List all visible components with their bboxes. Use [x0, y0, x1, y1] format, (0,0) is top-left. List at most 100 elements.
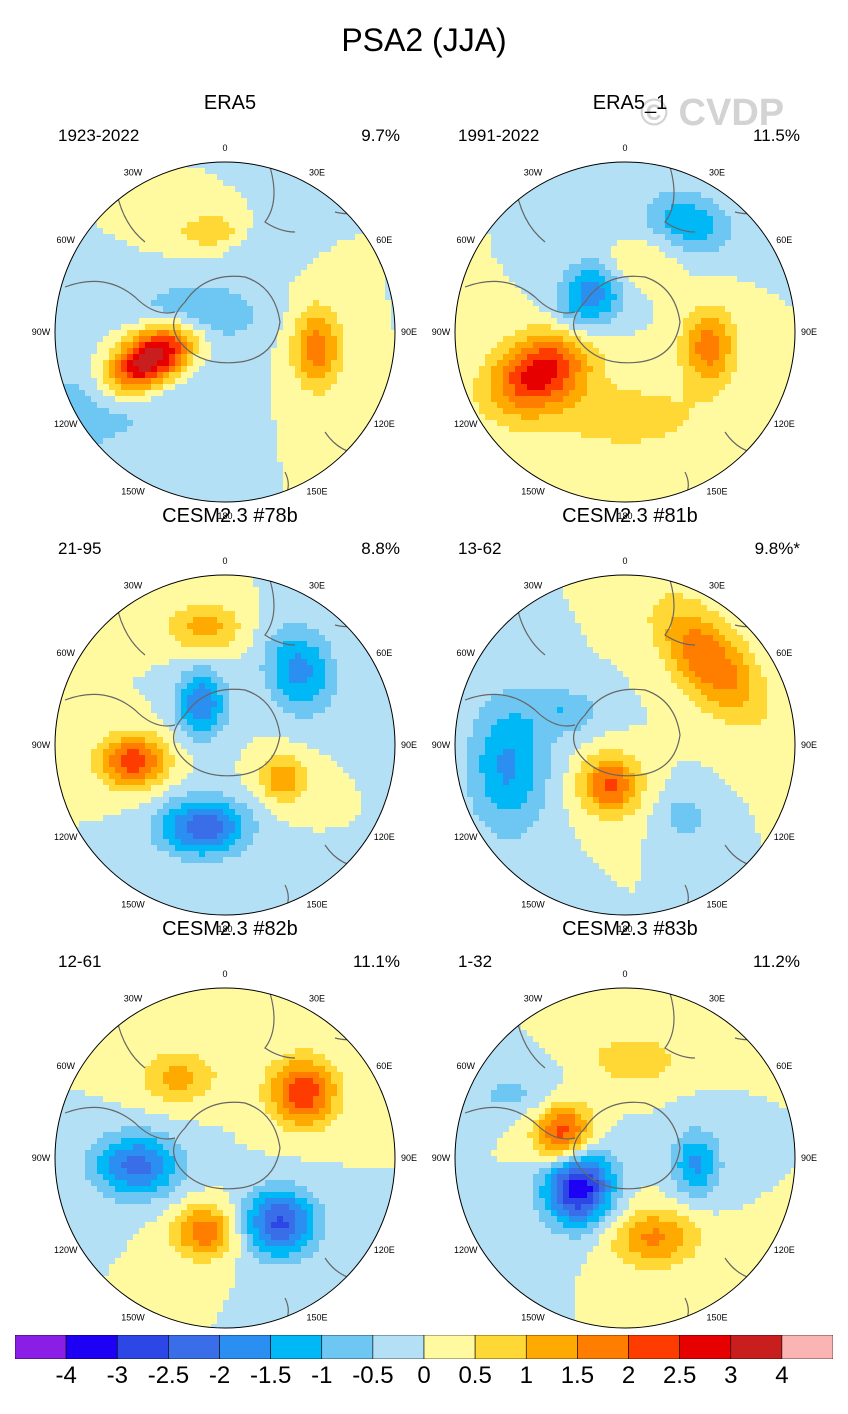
longitude-label: 150E: [706, 486, 727, 496]
colorbar-swatch: [321, 1335, 374, 1359]
colorbar-tick-label: 2: [621, 1362, 636, 1389]
contour-field: [55, 162, 395, 502]
coastline: [664, 166, 696, 233]
longitude-label: 180: [217, 511, 232, 521]
longitude-label: 90W: [432, 1153, 451, 1163]
colorbar-tick-label: 4: [775, 1362, 789, 1389]
longitude-label: 120W: [54, 419, 78, 429]
longitude-label: 120E: [374, 419, 395, 429]
coastline: [64, 693, 176, 727]
panel-variance-percent: 11.1%: [353, 952, 400, 971]
longitude-label: 30E: [309, 994, 325, 1004]
longitude-label: 90W: [32, 327, 51, 337]
longitude-label: 90W: [432, 327, 451, 337]
colorbar-tick-label: 3: [724, 1362, 738, 1389]
colorbar-tick-label: 1.5: [560, 1362, 595, 1389]
longitude-label: 0: [622, 556, 627, 566]
antarctica-coastline: [173, 688, 281, 777]
contour-field: [455, 988, 795, 1328]
colorbar-swatch: [65, 1335, 118, 1359]
antarctica-coastline: [573, 1101, 681, 1190]
map-panel: 0 30E 60E 90E 120E 150E 180 150W 120W 90W 60W 30W CE…: [420, 918, 840, 1347]
colorbar-swatch: [423, 1335, 476, 1359]
longitude-label: 60E: [376, 648, 392, 658]
colorbar-tick-label: -2.5: [147, 1362, 190, 1389]
map-panel: 0 30E 60E 90E 120E 150E 180 150W 120W 90W 60W 30W ER…: [420, 92, 840, 521]
longitude-label: 60E: [376, 235, 392, 245]
panel-title: CESM2.3 #83b: [562, 918, 698, 940]
longitude-label: 0: [622, 969, 627, 979]
longitude-label: 60E: [776, 1061, 792, 1071]
longitude-label: 150W: [521, 1312, 545, 1322]
longitude-label: 0: [222, 143, 227, 153]
longitude-label: 60W: [456, 235, 475, 245]
longitude-label: 60W: [56, 1061, 75, 1071]
longitude-label: 30E: [309, 168, 325, 178]
panel-title: CESM2.3 #82b: [162, 918, 298, 940]
colorbar-swatch: [781, 1335, 833, 1359]
longitude-label: 150E: [306, 899, 327, 909]
colorbar-tick-label: -1: [311, 1362, 333, 1389]
longitude-label: 120E: [774, 1245, 795, 1255]
panel-variance-percent: 11.5%: [753, 126, 800, 145]
longitude-label: 30E: [709, 581, 725, 591]
panel-period: 1923-2022: [58, 126, 140, 145]
colorbar-swatch: [628, 1335, 680, 1359]
colorbar-swatch: [270, 1335, 323, 1359]
contour-field: [55, 988, 395, 1328]
antarctica-coastline: [573, 275, 681, 364]
colorbar-tick-label: 1: [519, 1362, 533, 1389]
colorbar-tick-label: -2: [208, 1362, 231, 1389]
antarctica-coastline: [173, 1101, 281, 1190]
longitude-label: 150E: [306, 486, 327, 496]
panel-variance-percent: 9.7%: [361, 126, 400, 145]
longitude-label: 60W: [456, 648, 475, 658]
longitude-label: 30W: [124, 581, 143, 591]
longitude-label: 150W: [521, 899, 545, 909]
coastline: [464, 1106, 576, 1140]
colorbar-swatch: [730, 1335, 783, 1359]
colorbar-tick-label: -0.5: [352, 1362, 394, 1389]
longitude-label: 90E: [801, 327, 817, 337]
panel-period: 1991-2022: [458, 126, 540, 145]
panel-period: 13-62: [458, 539, 502, 558]
longitude-label: 30E: [709, 994, 725, 1004]
panel-variance-percent: 11.2%: [753, 952, 800, 971]
panel-title: CESM2.3 #81b: [562, 505, 698, 527]
longitude-label: 90W: [432, 740, 451, 750]
coastline: [664, 992, 696, 1059]
colorbar-swatch: [679, 1335, 732, 1359]
coastline: [664, 579, 696, 646]
longitude-label: 60W: [456, 1061, 475, 1071]
panel-period: 12-61: [58, 952, 102, 971]
colorbar-tick-label: -1.5: [249, 1362, 292, 1389]
longitude-label: 30E: [709, 168, 725, 178]
longitude-label: 150E: [706, 1312, 727, 1322]
longitude-label: 90E: [801, 1153, 817, 1163]
longitude-label: 180: [217, 924, 232, 934]
panel-title: ERA5: [203, 92, 257, 114]
antarctica-coastline: [173, 275, 281, 364]
longitude-label: 180: [617, 511, 632, 521]
antarctica-coastline: [573, 688, 681, 777]
panel-variance-percent: 8.8%: [361, 539, 400, 558]
colorbar-swatch: [116, 1335, 169, 1359]
coastline: [264, 166, 296, 233]
map-panel: 0 30E 60E 90E 120E 150E 180 150W 120W 90W 60W 30W CE…: [20, 505, 440, 934]
longitude-label: 120E: [774, 419, 795, 429]
longitude-label: 120W: [54, 832, 78, 842]
longitude-label: 150E: [706, 899, 727, 909]
map-panel: 0 30E 60E 90E 120E 150E 180 150W 120W 90W 60W 30W CE…: [20, 918, 440, 1347]
colorbar-tick-label: 0.5: [458, 1362, 492, 1389]
panel-period: 21-95: [58, 539, 102, 558]
panel-variance-percent: 9.8%*: [754, 539, 800, 558]
longitude-label: 150E: [306, 1312, 327, 1322]
map-boundary: [454, 161, 796, 503]
colorbar-tick-label: 2.5: [662, 1362, 697, 1389]
longitude-label: 60E: [376, 1061, 392, 1071]
map-boundary: [54, 574, 396, 916]
